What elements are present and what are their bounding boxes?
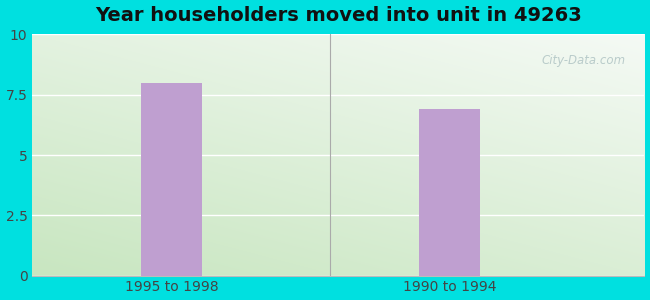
Text: City-Data.com: City-Data.com (542, 54, 626, 67)
Bar (141, 83, 202, 276)
Bar (419, 109, 480, 276)
Title: Year householders moved into unit in 49263: Year householders moved into unit in 492… (95, 6, 582, 25)
